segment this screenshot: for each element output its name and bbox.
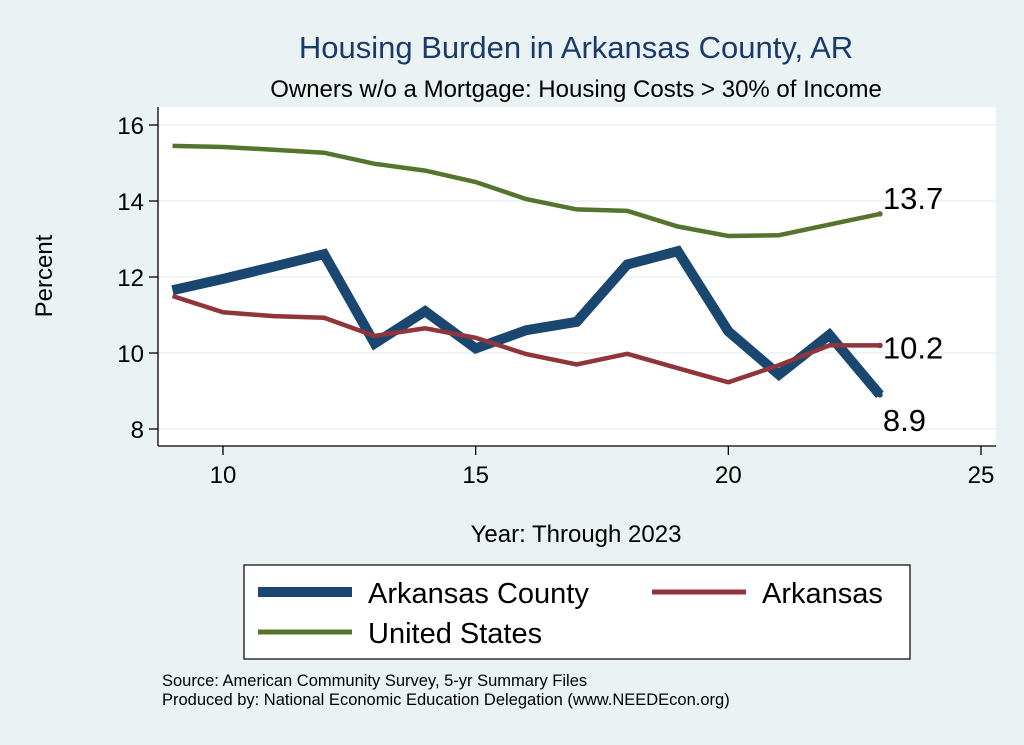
end-marker-2 — [877, 211, 883, 217]
footer: Source: American Community Survey, 5-yr … — [162, 672, 730, 710]
y-axis-label: Percent — [31, 234, 58, 317]
end-label-united-states: 13.7 — [883, 181, 943, 216]
y-tick-label-14: 14 — [117, 189, 144, 216]
x-tick-label-10: 10 — [210, 462, 237, 489]
x-tick-label-20: 20 — [715, 462, 742, 489]
end-labels: 8.9 10.2 13.7 — [877, 181, 943, 438]
legend-box — [243, 564, 911, 660]
end-label-arkansas: 10.2 — [883, 330, 943, 365]
y-tick-label-16: 16 — [117, 113, 144, 140]
y-tick-label-10: 10 — [117, 341, 144, 368]
source-note: Source: American Community Survey, 5-yr … — [162, 672, 588, 690]
gridlines — [158, 124, 996, 430]
legend-label-united-states: United States — [368, 618, 542, 650]
legend-label-arkansas-county: Arkansas County — [368, 578, 589, 610]
chart-subtitle: Owners w/o a Mortgage: Housing Costs > 3… — [270, 76, 882, 103]
series-lines — [171, 143, 884, 399]
end-label-arkansas-county: 8.9 — [883, 403, 926, 438]
x-tick-label-25: 25 — [968, 462, 995, 489]
x-axis-label: Year: Through 2023 — [471, 521, 682, 548]
chart-title: Housing Burden in Arkansas County, AR — [299, 30, 853, 65]
legend-label-arkansas: Arkansas — [762, 578, 883, 610]
x-tick-label-15: 15 — [462, 462, 489, 489]
axes: 8 10 12 14 16 10 15 20 25 — [117, 107, 996, 489]
end-marker-1 — [877, 342, 883, 349]
legend: Arkansas County Arkansas United States — [243, 564, 911, 660]
producer-note: Produced by: National Economic Education… — [162, 691, 730, 709]
series-line-united-states — [172, 143, 881, 239]
series-line-arkansas-county — [171, 245, 884, 399]
series-line-arkansas — [171, 293, 880, 385]
end-marker-0 — [877, 392, 883, 398]
y-tick-label-8: 8 — [131, 417, 144, 444]
y-tick-label-12: 12 — [117, 265, 144, 292]
